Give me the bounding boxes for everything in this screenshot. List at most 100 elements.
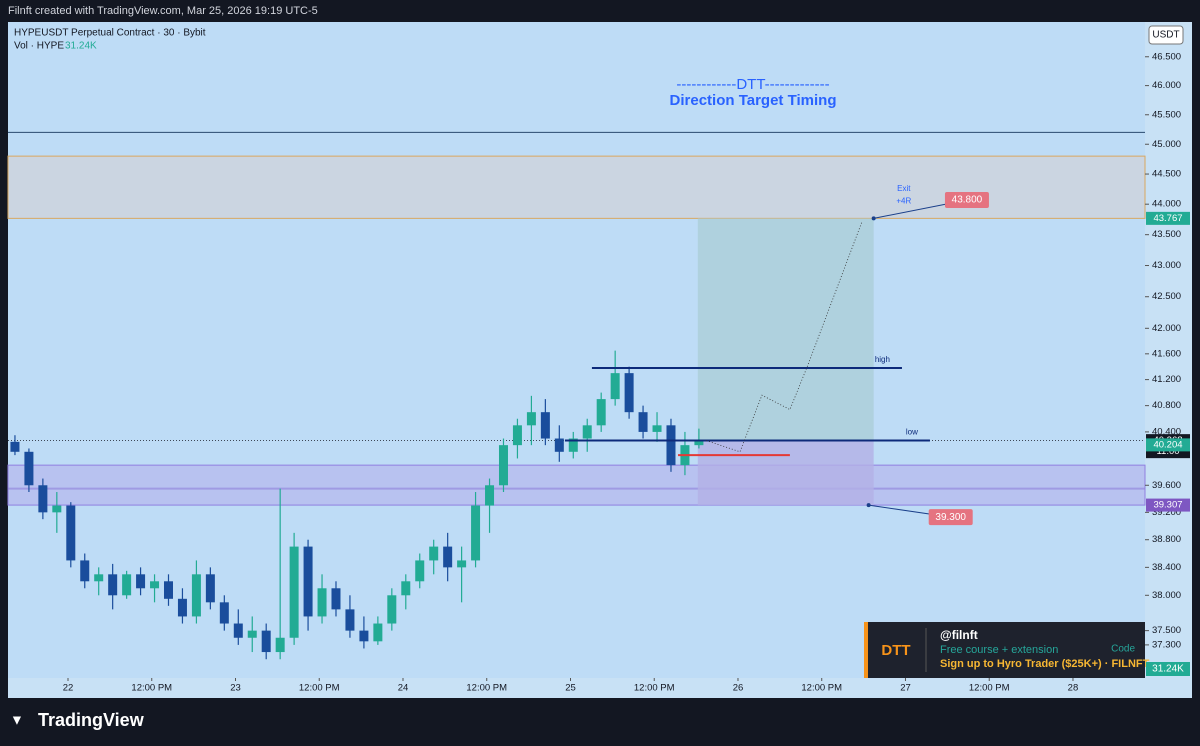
candle-body: [429, 546, 439, 561]
candle-body: [443, 546, 453, 568]
y-tick-label: 46.000: [1152, 80, 1181, 91]
promo-line: Free course + extension: [940, 644, 1058, 656]
x-tick-label: 12:00 PM: [466, 683, 507, 694]
y-tick-label: 42.500: [1152, 291, 1181, 302]
candle-body: [624, 373, 634, 413]
x-tick-label: 12:00 PM: [131, 683, 172, 694]
candle-body: [457, 560, 467, 568]
candle-body: [652, 425, 662, 432]
x-tick-label: 12:00 PM: [634, 683, 675, 694]
y-tick-label: 41.200: [1152, 374, 1181, 385]
callout-box: [928, 509, 973, 526]
candle-body: [136, 574, 146, 589]
x-tick-label: 24: [398, 683, 409, 694]
y-tick-label: 46.500: [1152, 51, 1181, 62]
candle-body: [387, 595, 397, 624]
candle-body: [94, 574, 104, 582]
price-tag: [1146, 438, 1190, 452]
candle-body: [498, 445, 508, 486]
candle-body: [122, 574, 132, 596]
candle-body: [415, 560, 425, 582]
position-profit: [697, 218, 874, 441]
callout-anchor: [871, 216, 876, 221]
candle-body: [638, 412, 648, 432]
y-tick-label: 38.800: [1152, 534, 1181, 545]
price-tag-label: 40.204: [1153, 439, 1182, 450]
candle-body: [694, 440, 704, 446]
candle-body: [540, 412, 550, 439]
price-tag: [1146, 211, 1190, 225]
y-tick-label: 44.500: [1152, 169, 1181, 180]
candle-body: [345, 609, 355, 631]
y-tick-label: 40.800: [1152, 400, 1181, 411]
candle-body: [261, 630, 271, 653]
candle-body: [233, 623, 243, 638]
zone: [7, 464, 1146, 506]
candle-body: [52, 505, 62, 513]
promo-box[interactable]: [864, 622, 1145, 678]
candle-body: [582, 425, 592, 439]
candle-body: [275, 637, 285, 653]
candle-body: [317, 588, 327, 617]
candle-body: [289, 546, 299, 638]
promo-stripe: [864, 622, 868, 678]
x-tick-label: 25: [565, 683, 576, 694]
callout-anchor: [866, 503, 871, 508]
volume-tag: [1146, 662, 1190, 676]
candle-body: [471, 505, 481, 561]
segment-label: high: [875, 355, 890, 364]
candle-body: [596, 399, 606, 426]
candle-body: [526, 412, 536, 426]
promo-line: Sign up to Hyro Trader ($25K+) · FILNFT: [940, 658, 1150, 670]
promo-handle: @filnft: [940, 628, 978, 642]
x-tick-label: 22: [63, 683, 74, 694]
y-tick-label: 44.000: [1152, 199, 1181, 210]
projection-path: [706, 221, 863, 453]
x-tick-label: 26: [733, 683, 744, 694]
chart-title: ------------DTT-------------: [676, 76, 829, 93]
x-tick-label: 23: [230, 683, 241, 694]
currency-box[interactable]: [1148, 25, 1184, 45]
candle-body: [568, 438, 578, 452]
candle-body: [108, 574, 118, 596]
price-tag-label: 43.767: [1153, 213, 1182, 224]
y-tick-label: 41.600: [1152, 348, 1181, 359]
footer-logo[interactable]: TradingView: [38, 710, 145, 730]
promo-code: Code: [1111, 644, 1135, 655]
candle-body: [485, 485, 495, 506]
position-loss: [697, 440, 874, 506]
candle-body: [24, 451, 34, 486]
candle-body: [163, 581, 173, 599]
candle-body: [38, 485, 48, 513]
candle-body: [303, 546, 313, 617]
header-text: Filnft created with TradingView.com, Mar…: [8, 5, 318, 17]
currency[interactable]: USDT: [1152, 30, 1179, 41]
candle-body: [177, 598, 187, 617]
symbol: HYPEUSDT Perpetual Contract · 30 · Bybit: [14, 28, 206, 39]
y-tick-label: 37.300: [1152, 639, 1181, 650]
y-tick-label: 45.000: [1152, 139, 1181, 150]
y-tick-label: 43.500: [1152, 229, 1181, 240]
volume-tag-label: 31.24K: [1152, 664, 1184, 675]
candle-body: [373, 623, 383, 642]
zone: [7, 155, 1146, 219]
overlay: HYPEUSDT Perpetual Contract · 30 · Bybit…: [10, 25, 1190, 730]
price-tag: [1146, 498, 1190, 512]
candle-body: [666, 425, 676, 466]
price-tag-countdown: 11:00: [1156, 446, 1179, 457]
exit-note: +4R: [896, 196, 911, 205]
volume-value: 31.24K: [65, 41, 97, 52]
x-tick-label: 12:00 PM: [299, 683, 340, 694]
exit-note: Exit: [897, 184, 911, 193]
promo-tag: DTT: [881, 642, 910, 659]
candle-body: [191, 574, 201, 617]
volume-label: Vol · HYPE: [14, 41, 64, 52]
candle-body: [610, 373, 620, 400]
segment-label: low: [906, 428, 918, 437]
plot-background: [8, 22, 1145, 678]
price-axis: [1145, 22, 1192, 698]
candle-body: [401, 581, 411, 596]
candle-body: [150, 581, 160, 589]
callout-label: 39.300: [935, 512, 966, 523]
candle-body: [512, 425, 522, 446]
